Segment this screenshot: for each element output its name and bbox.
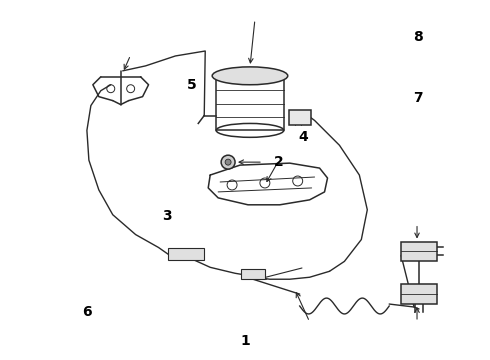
Text: 8: 8 [413, 30, 423, 44]
Bar [216, 76, 284, 130]
Text: 1: 1 [240, 334, 250, 348]
Bar [241, 269, 265, 279]
Text: 6: 6 [82, 305, 92, 319]
Ellipse shape [212, 67, 288, 85]
Bar [401, 284, 437, 304]
Text: 4: 4 [298, 130, 308, 144]
Text: 3: 3 [162, 209, 172, 223]
Circle shape [221, 155, 235, 169]
Text: 2: 2 [274, 155, 284, 169]
Bar [289, 109, 311, 125]
Text: 5: 5 [187, 78, 196, 92]
Bar [169, 248, 204, 260]
Circle shape [225, 159, 231, 165]
Bar [401, 242, 437, 261]
Text: 7: 7 [413, 91, 423, 105]
